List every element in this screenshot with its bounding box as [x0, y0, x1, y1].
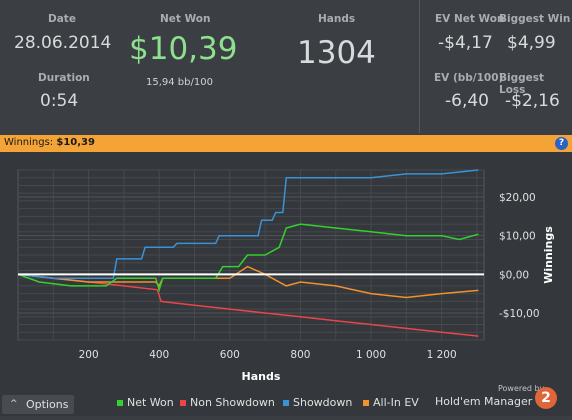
chevron-up-icon: ^	[10, 399, 18, 409]
hm2-logo-icon: 2	[535, 387, 557, 409]
legend-item-net-won[interactable]: Net Won	[117, 396, 174, 409]
x-tick-label: 1 200	[427, 349, 457, 361]
hands-label: Hands	[318, 13, 356, 25]
ev-net-won-value: -$4,17	[438, 33, 493, 53]
y-tick-label: $10,00	[499, 231, 536, 243]
date-value: 28.06.2014	[14, 33, 112, 53]
net-won-bb-value: 15,94 bb/100	[146, 77, 213, 88]
legend-label: Non Showdown	[190, 396, 275, 409]
net-won-value: $10,39	[129, 31, 238, 67]
biggest-loss-label: Biggest Loss	[499, 72, 545, 96]
winnings-bar-text: Winnings: $10,39	[4, 137, 95, 148]
x-tick-label: 1 000	[356, 349, 386, 361]
duration-value: 0:54	[40, 91, 79, 111]
x-axis-label: Hands	[242, 370, 281, 383]
brand-name: Hold'em Manager	[435, 395, 533, 408]
legend-label: Showdown	[293, 396, 353, 409]
ev-net-won-label: EV Net Won	[435, 13, 505, 25]
help-icon[interactable]: ?	[555, 137, 568, 150]
winnings-bar: Winnings: $10,39 ?	[0, 135, 572, 152]
biggest-win-value: $4,99	[507, 33, 556, 53]
legend-item-showdown[interactable]: Showdown	[283, 396, 352, 409]
legend-label: All-In EV	[373, 396, 419, 409]
legend-swatch	[117, 400, 123, 406]
options-button[interactable]: ^ Options	[2, 395, 74, 414]
winnings-bar-label: Winnings:	[4, 137, 54, 148]
biggest-win-label: Biggest Win	[499, 13, 571, 25]
winnings-bar-value: $10,39	[56, 137, 95, 148]
x-tick-label: 400	[149, 349, 169, 361]
series-line-showdown	[17, 169, 479, 279]
net-won-label: Net Won	[160, 13, 211, 25]
stats-divider	[419, 0, 420, 133]
powered-by-label: Powered by	[498, 384, 545, 393]
y-tick-label: -$10,00	[499, 308, 540, 320]
y-axis-label: Winnings	[542, 226, 555, 284]
biggest-loss-value: -$2,16	[505, 91, 560, 111]
duration-label: Duration	[38, 72, 90, 84]
series-line-non-showdown	[17, 273, 479, 337]
y-tick-label: $0,00	[499, 269, 529, 281]
x-tick-label: 600	[220, 349, 240, 361]
legend-item-all-in-ev[interactable]: All-In EV	[363, 396, 419, 409]
legend-item-non-showdown[interactable]: Non Showdown	[180, 396, 275, 409]
winnings-chart: $20,00 $10,00 $0,00 -$10,00 200 400 600 800 1 00…	[17, 169, 555, 383]
legend-swatch	[180, 400, 186, 406]
y-tick-label: $20,00	[499, 192, 536, 204]
x-tick-label: 200	[79, 349, 99, 361]
x-tick-label: 800	[290, 349, 310, 361]
legend-swatch	[283, 400, 289, 406]
date-label: Date	[48, 13, 76, 25]
session-stats-panel: Date 28.06.2014 Duration 0:54 Net Won $1…	[0, 0, 572, 133]
legend-label: Net Won	[127, 396, 174, 409]
legend-swatch	[363, 400, 369, 406]
options-label: Options	[26, 398, 69, 411]
ev-bb-value: -6,40	[445, 91, 489, 111]
hands-value: 1304	[297, 35, 376, 71]
winnings-chart-panel: $20,00 $10,00 $0,00 -$10,00 200 400 600 800 1 00…	[0, 152, 572, 416]
ev-bb-label: EV (bb/100)	[434, 72, 504, 84]
series-line-net-won	[17, 223, 479, 293]
